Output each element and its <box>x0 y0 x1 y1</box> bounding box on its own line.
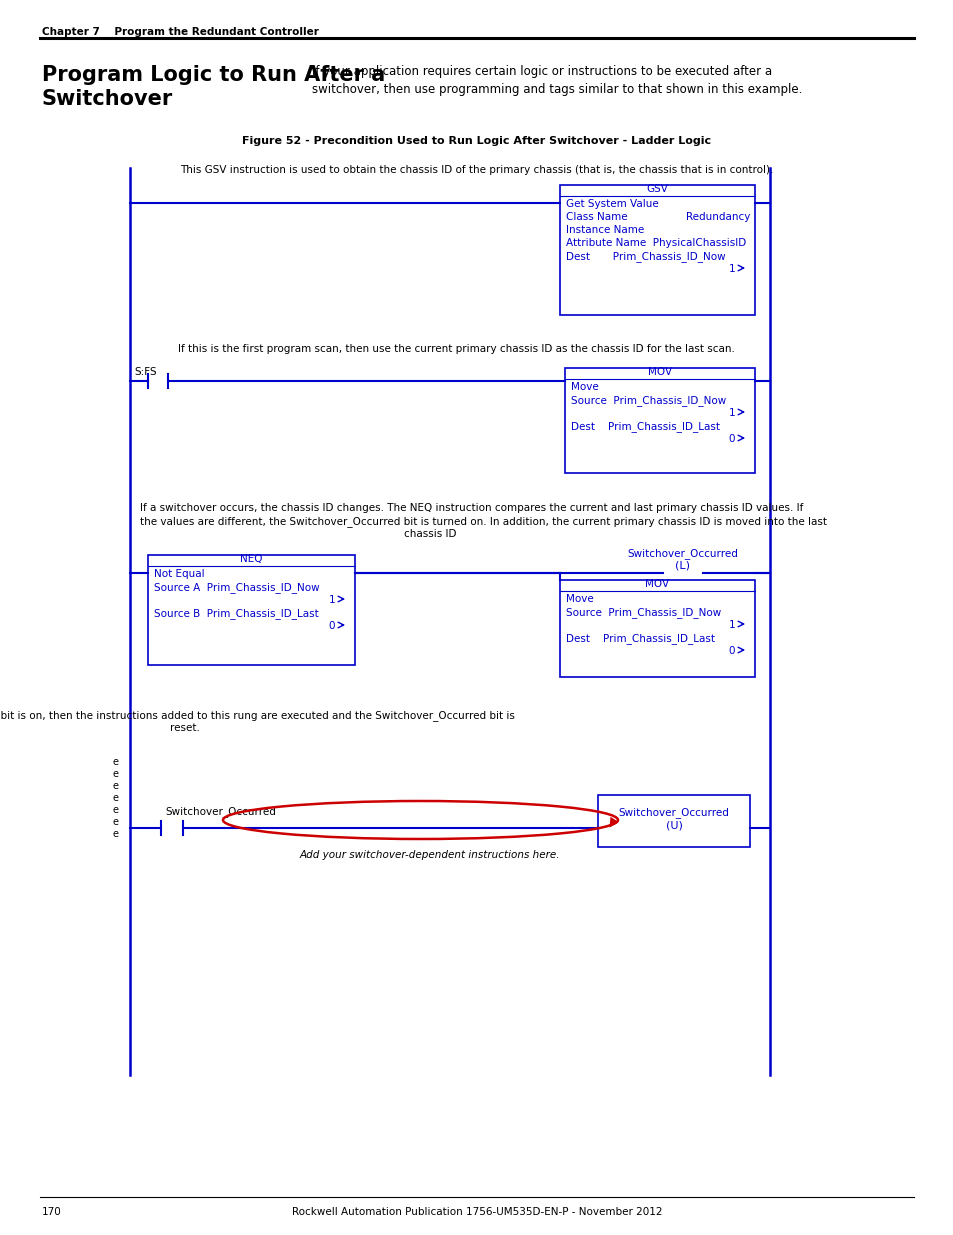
Text: MOV: MOV <box>647 367 671 377</box>
Text: Move: Move <box>565 594 593 604</box>
Text: Move: Move <box>571 382 598 391</box>
Text: (U): (U) <box>665 821 681 831</box>
Text: Dest    Prim_Chassis_ID_Last: Dest Prim_Chassis_ID_Last <box>565 634 714 643</box>
Text: 1: 1 <box>727 408 734 417</box>
Text: e: e <box>112 769 119 779</box>
Text: Source  Prim_Chassis_ID_Now: Source Prim_Chassis_ID_Now <box>565 606 720 618</box>
Text: Rockwell Automation Publication 1756-UM535D-EN-P - November 2012: Rockwell Automation Publication 1756-UM5… <box>292 1207 661 1216</box>
Text: Redundancy: Redundancy <box>685 212 749 222</box>
Text: 1: 1 <box>727 620 734 630</box>
Text: Not Equal: Not Equal <box>153 569 204 579</box>
Text: chassis ID: chassis ID <box>403 529 456 538</box>
FancyBboxPatch shape <box>148 555 355 664</box>
Text: Switchover_Occurred: Switchover_Occurred <box>618 806 729 818</box>
Text: If a switchover occurs, the chassis ID changes. The NEQ instruction compares the: If a switchover occurs, the chassis ID c… <box>140 503 802 513</box>
Text: 170: 170 <box>42 1207 62 1216</box>
Text: 0: 0 <box>728 433 734 445</box>
Text: This GSV instruction is used to obtain the chassis ID of the primary chassis (th: This GSV instruction is used to obtain t… <box>180 165 773 175</box>
Text: 1: 1 <box>727 264 734 274</box>
Text: If the Switchover_Occurred bit is on, then the instructions added to this rung a: If the Switchover_Occurred bit is on, th… <box>0 710 514 732</box>
Text: Source A  Prim_Chassis_ID_Now: Source A Prim_Chassis_ID_Now <box>153 582 319 593</box>
Text: e: e <box>112 757 119 767</box>
Text: e: e <box>112 793 119 803</box>
Text: Switchover_Occurred: Switchover_Occurred <box>627 548 738 559</box>
Text: Dest    Prim_Chassis_ID_Last: Dest Prim_Chassis_ID_Last <box>571 421 720 432</box>
FancyBboxPatch shape <box>598 795 749 847</box>
Text: If your application requires certain logic or instructions to be executed after : If your application requires certain log… <box>312 65 801 96</box>
Text: Switchover_Occurred: Switchover_Occurred <box>165 806 275 816</box>
Text: Source B  Prim_Chassis_ID_Last: Source B Prim_Chassis_ID_Last <box>153 608 318 619</box>
Text: e: e <box>112 781 119 790</box>
Text: Get System Value: Get System Value <box>565 199 659 209</box>
Text: Dest       Prim_Chassis_ID_Now: Dest Prim_Chassis_ID_Now <box>565 251 725 262</box>
Text: MOV: MOV <box>645 579 669 589</box>
Text: 1: 1 <box>328 595 335 605</box>
Text: Source  Prim_Chassis_ID_Now: Source Prim_Chassis_ID_Now <box>571 395 725 406</box>
Text: Instance Name: Instance Name <box>565 225 643 235</box>
Text: Figure 52 - Precondition Used to Run Logic After Switchover - Ladder Logic: Figure 52 - Precondition Used to Run Log… <box>242 136 711 146</box>
Text: Program Logic to Run After a
Switchover: Program Logic to Run After a Switchover <box>42 65 385 109</box>
Text: Class Name: Class Name <box>565 212 627 222</box>
Text: Add your switchover-dependent instructions here.: Add your switchover-dependent instructio… <box>299 850 559 860</box>
Text: NEQ: NEQ <box>240 555 262 564</box>
FancyBboxPatch shape <box>559 185 754 315</box>
FancyBboxPatch shape <box>564 368 754 473</box>
Text: e: e <box>112 818 119 827</box>
Text: GSV: GSV <box>646 184 668 194</box>
Text: 0: 0 <box>328 621 335 631</box>
Text: e: e <box>112 805 119 815</box>
Text: Chapter 7    Program the Redundant Controller: Chapter 7 Program the Redundant Controll… <box>42 27 318 37</box>
Text: e: e <box>112 829 119 839</box>
FancyArrowPatch shape <box>609 816 618 827</box>
Text: Attribute Name  PhysicalChassisID: Attribute Name PhysicalChassisID <box>565 238 745 248</box>
Text: 0: 0 <box>728 646 734 656</box>
FancyBboxPatch shape <box>559 580 754 677</box>
Text: If this is the first program scan, then use the current primary chassis ID as th: If this is the first program scan, then … <box>178 345 734 354</box>
Text: (L): (L) <box>675 561 690 571</box>
Text: S:FS: S:FS <box>133 367 156 377</box>
Text: the values are different, the Switchover_Occurred bit is turned on. In addition,: the values are different, the Switchover… <box>140 516 826 527</box>
